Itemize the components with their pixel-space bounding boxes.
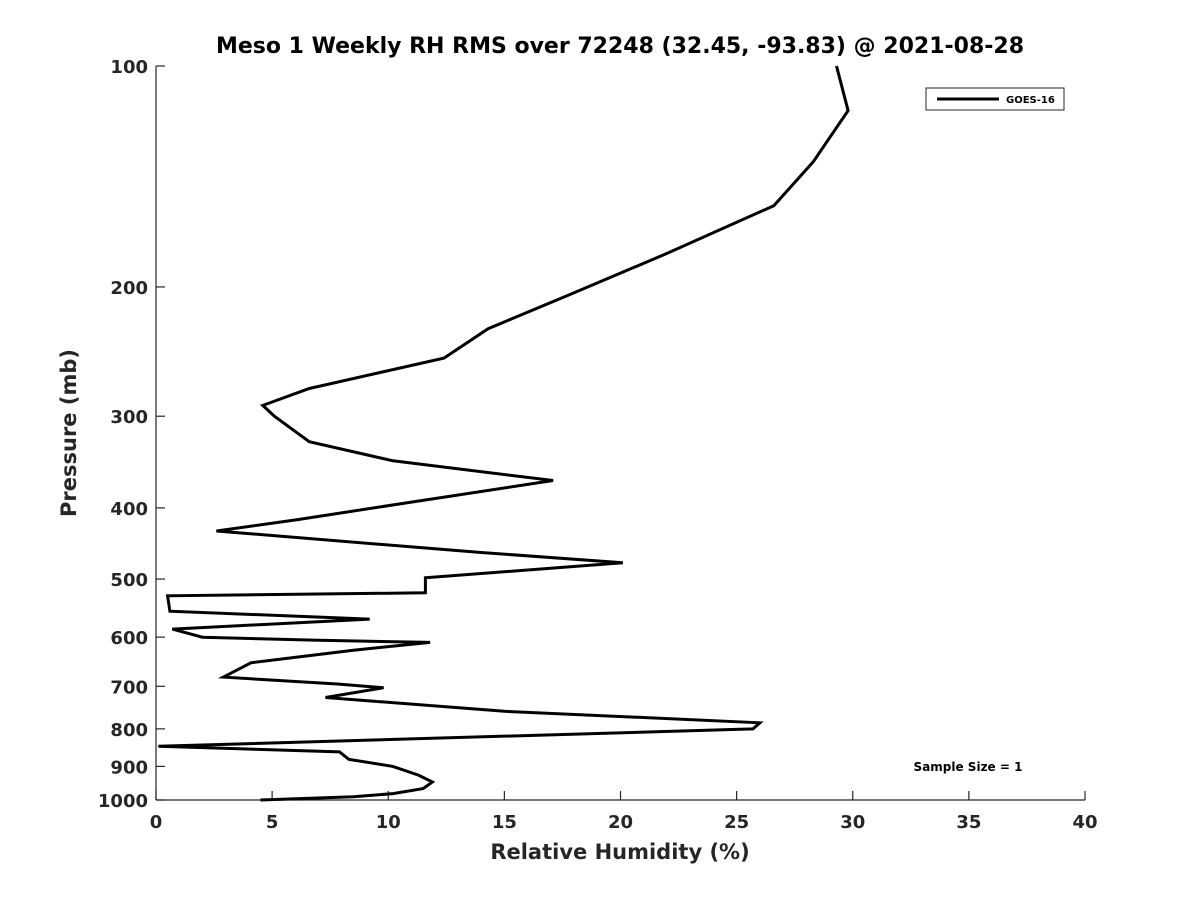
y-tick-label: 200	[110, 278, 148, 299]
chart-title: Meso 1 Weekly RH RMS over 72248 (32.45, …	[216, 34, 1024, 59]
x-tick-label: 30	[840, 812, 865, 833]
y-tick-label: 100	[110, 57, 148, 78]
y-tick-label: 500	[110, 570, 148, 591]
y-axis-ticks: 100 200 300 400 500 600 700 800 900 1000	[98, 57, 165, 812]
y-tick-label: 800	[110, 720, 148, 741]
y-axis-label: Pressure (mb)	[57, 349, 81, 517]
y-tick-label: 1000	[98, 791, 148, 812]
y-tick-label: 600	[110, 628, 148, 649]
x-tick-label: 10	[376, 812, 401, 833]
series-line-goes-16	[158, 65, 850, 802]
y-tick-label: 900	[110, 757, 148, 778]
x-tick-label: 40	[1072, 812, 1097, 833]
x-axis-label: Relative Humidity (%)	[490, 840, 749, 864]
legend-label-goes-16: GOES-16	[1006, 95, 1055, 106]
x-tick-label: 15	[492, 812, 517, 833]
y-tick-label: 400	[110, 499, 148, 520]
legend: GOES-16	[925, 87, 1065, 111]
x-tick-label: 0	[150, 812, 163, 833]
x-tick-label: 5	[266, 812, 279, 833]
x-tick-label: 20	[608, 812, 633, 833]
x-tick-label: 25	[724, 812, 749, 833]
x-axis-ticks: 0 5 10 15 20 25 30 35 40	[150, 791, 1098, 833]
x-tick-label: 35	[956, 812, 981, 833]
series-layer	[158, 65, 850, 802]
sample-size-note: Sample Size = 1	[914, 760, 1023, 774]
y-tick-label: 300	[110, 407, 148, 428]
y-tick-label: 700	[110, 677, 148, 698]
